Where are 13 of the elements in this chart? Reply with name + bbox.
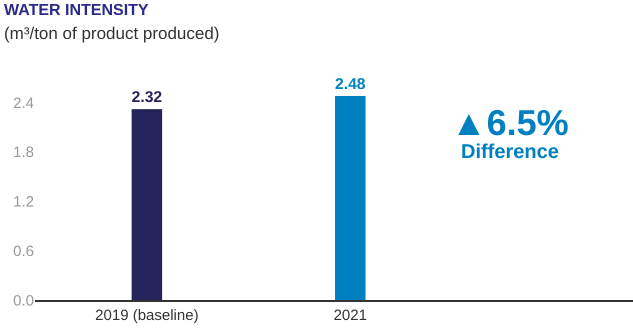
chart-title: WATER INTENSITY [4,2,149,19]
x-tick-label: 2019 (baseline) [95,306,199,324]
data-label: 2.32 [132,89,162,106]
y-tick-label: 1.2 [13,194,34,211]
y-tick-label: 0.6 [13,242,34,260]
annotation: ▲6.5% [451,102,569,143]
data-label: 2.48 [335,76,366,94]
chart-subtitle: (m³/ton of product produced) [4,24,220,43]
y-tick-label: 0.0 [13,292,34,310]
y-tick-label: 1.8 [13,144,34,162]
text: Difference [461,141,559,163]
y-tick-label: 2.4 [13,94,34,112]
x-tick-label: 2021 [334,306,367,324]
